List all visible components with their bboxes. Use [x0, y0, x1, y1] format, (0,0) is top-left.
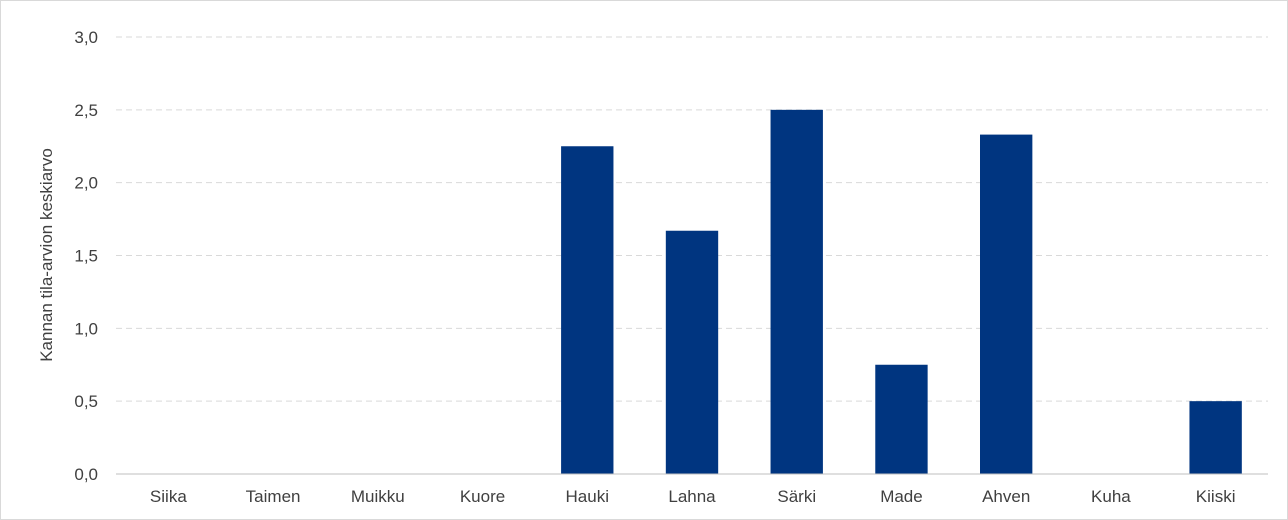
y-tick-label: 0,5	[74, 392, 98, 411]
bar-ahven	[980, 134, 1033, 474]
y-tick-label: 1,0	[74, 319, 98, 338]
bar-lahna	[665, 230, 719, 474]
x-tick-label: Taimen	[246, 487, 301, 506]
y-tick-label: 3,0	[74, 28, 98, 47]
gridlines	[116, 36, 1268, 402]
y-axis-label: Kannan tila-arvion keskiarvo	[37, 148, 56, 362]
x-tick-label: Kuha	[1091, 487, 1131, 506]
y-tick-labels: 0,0 0,5 1,0 1,5 2,0 2,5 3,0	[74, 28, 98, 484]
x-tick-label: Särki	[777, 487, 816, 506]
y-tick-label: 1,5	[74, 247, 98, 266]
x-tick-labels: Siika Taimen Muikku Kuore Hauki Lahna Särki Mad…	[150, 487, 1236, 506]
bar-hauki	[561, 146, 614, 474]
y-tick-label: 0,0	[74, 465, 98, 484]
x-tick-label: Ahven	[982, 487, 1030, 506]
x-tick-label: Made	[880, 487, 923, 506]
y-tick-label: 2,5	[74, 101, 98, 120]
bars	[561, 109, 1242, 474]
bar-särki	[770, 109, 823, 474]
bar-made	[875, 364, 928, 474]
x-tick-label: Kiiski	[1196, 487, 1236, 506]
y-tick-label: 2,0	[74, 174, 98, 193]
x-tick-label: Kuore	[460, 487, 505, 506]
x-tick-label: Siika	[150, 487, 187, 506]
x-tick-label: Lahna	[668, 487, 716, 506]
x-tick-label: Hauki	[566, 487, 609, 506]
bar-kiiski	[1189, 401, 1242, 474]
x-tick-label: Muikku	[351, 487, 405, 506]
